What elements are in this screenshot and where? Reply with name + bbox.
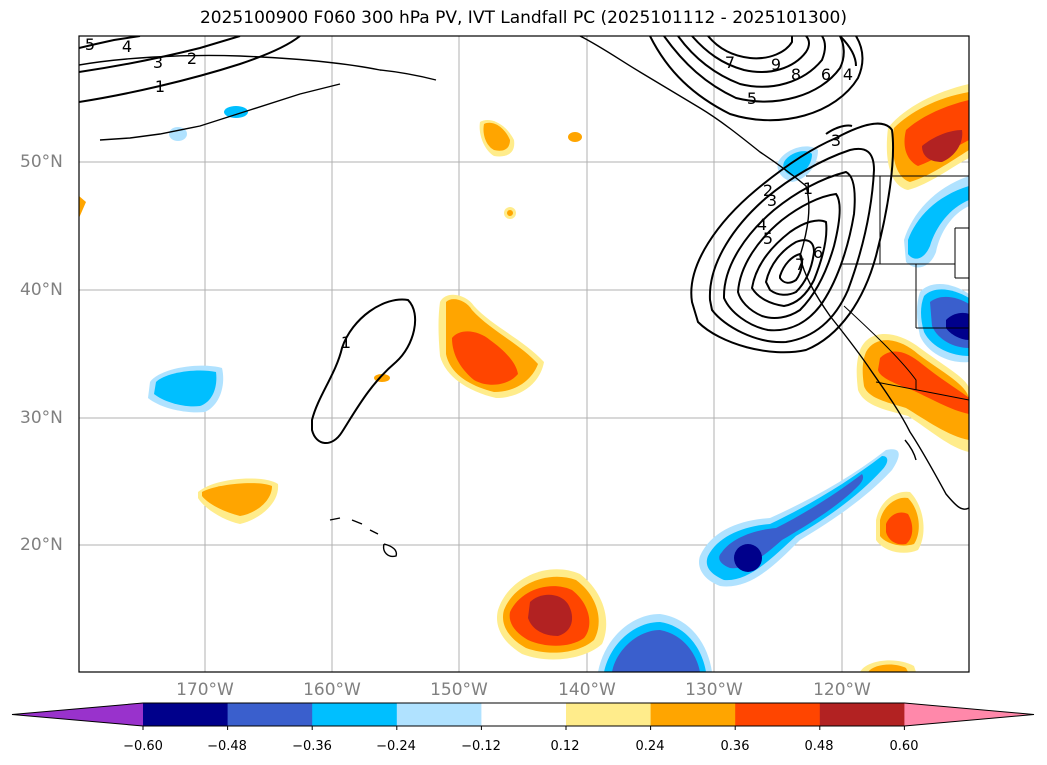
lat-label-40n: 40°N [20,280,63,300]
colorbar-tick-label: −0.36 [292,739,332,754]
contour-label: 6 [821,65,831,84]
lon-label-130w: 130°W [685,680,743,700]
colorbar-segment [312,703,398,726]
contour-label: 3 [831,131,841,150]
colorbar-tick-label: 0.12 [550,739,580,754]
colorbar-tick-label: 0.36 [720,739,750,754]
contour-label: 7 [725,53,735,72]
contour-label: 2 [187,49,197,68]
contour-label: 1 [341,333,351,352]
colorbar-segment [143,703,229,726]
coastlines [79,36,969,558]
colorbar-extend-right [904,703,1034,726]
contour-label: 4 [122,37,132,56]
contour-label: 1 [155,77,165,96]
lon-label-140w: 140°W [558,680,616,700]
lon-label-170w: 170°W [176,680,234,700]
lat-label-50n: 50°N [20,152,63,172]
contour-label: 5 [747,89,757,108]
gridlines [79,36,969,672]
political-borders [806,175,969,401]
colorbar-segment [566,703,652,726]
contour-label: 4 [843,65,853,84]
contour-label: 8 [791,65,801,84]
contour-label: 2 [763,181,773,200]
contour-label: 9 [771,55,781,74]
map-title: 2025100900 F060 300 hPa PV, IVT Landfall… [199,8,847,28]
colorbar-extend-left [12,703,143,726]
colorbar-segment [227,703,313,726]
colorbar-tick-label: −0.60 [123,739,163,754]
contour-nw-1 [79,36,301,103]
plot-frame [78,35,970,673]
contour-trough-1 [690,122,895,354]
colorbar-segment [735,703,821,726]
contour-label: 5 [763,229,773,248]
blob-aleutian-negative [224,106,248,118]
colorbar-segment [396,703,482,726]
lat-label-30n: 30°N [20,408,63,428]
lat-label-20n: 20°N [20,535,63,555]
lon-label-150w: 150°W [430,680,488,700]
contour-label: 7 [795,255,805,274]
colorbar [11,702,1035,730]
contour-label: 6 [813,243,823,262]
colorbar-tick-label: 0.48 [804,739,834,754]
colorbar-tick-label: −0.48 [207,739,247,754]
lon-label-120w: 120°W [813,680,871,700]
lon-label-160w: 160°W [303,680,361,700]
contour-label-group: 5 4 3 2 1 9 8 6 4 7 5 3 1 2 3 4 5 6 7 1 [85,35,853,352]
contour-north-outer [649,36,864,122]
colorbar-tick-label: −0.24 [376,739,416,754]
contour-loop-central [311,298,417,444]
colorbar-segment [481,703,567,726]
contour-label: 1 [803,179,813,198]
colorbar-tick-label: 0.24 [635,739,665,754]
colorbar-segment [819,703,905,726]
colorbar-tick-label: 0.60 [889,739,919,754]
contour-label: 5 [85,35,95,54]
contour-nw-5 [79,36,141,49]
colorbar-segment [650,703,736,726]
contour-nw-3 [79,36,241,73]
contour-label: 3 [767,191,777,210]
pv-contours [79,36,895,444]
pv-anomaly-fill [79,84,969,672]
contour-label: 3 [153,53,163,72]
contour-label: 4 [757,215,767,234]
colorbar-tick-label: −0.12 [461,739,501,754]
